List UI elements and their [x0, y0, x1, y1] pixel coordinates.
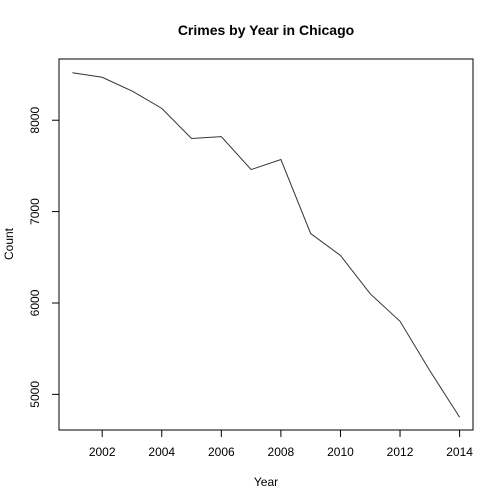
y-tick-label: 6000: [28, 289, 42, 316]
x-tick-label: 2012: [387, 445, 414, 459]
x-axis-label: Year: [254, 475, 278, 489]
chart-title: Crimes by Year in Chicago: [178, 22, 354, 38]
y-tick-label: 5000: [28, 381, 42, 408]
x-tick-label: 2002: [89, 445, 116, 459]
y-tick-label: 8000: [28, 107, 42, 134]
plot-frame: [58, 58, 474, 431]
y-tick-label: 7000: [28, 198, 42, 225]
x-tick-label: 2010: [327, 445, 354, 459]
x-tick-label: 2014: [446, 445, 473, 459]
x-tick-label: 2006: [208, 445, 235, 459]
y-axis-label: Count: [2, 227, 16, 260]
series-line: [72, 72, 461, 418]
x-axis: 2002 2004 2006 2008 2010 2012 2014: [89, 430, 473, 459]
y-axis: 5000 6000 7000 8000: [28, 107, 59, 408]
x-tick-label: 2004: [148, 445, 175, 459]
x-tick-label: 2008: [268, 445, 295, 459]
